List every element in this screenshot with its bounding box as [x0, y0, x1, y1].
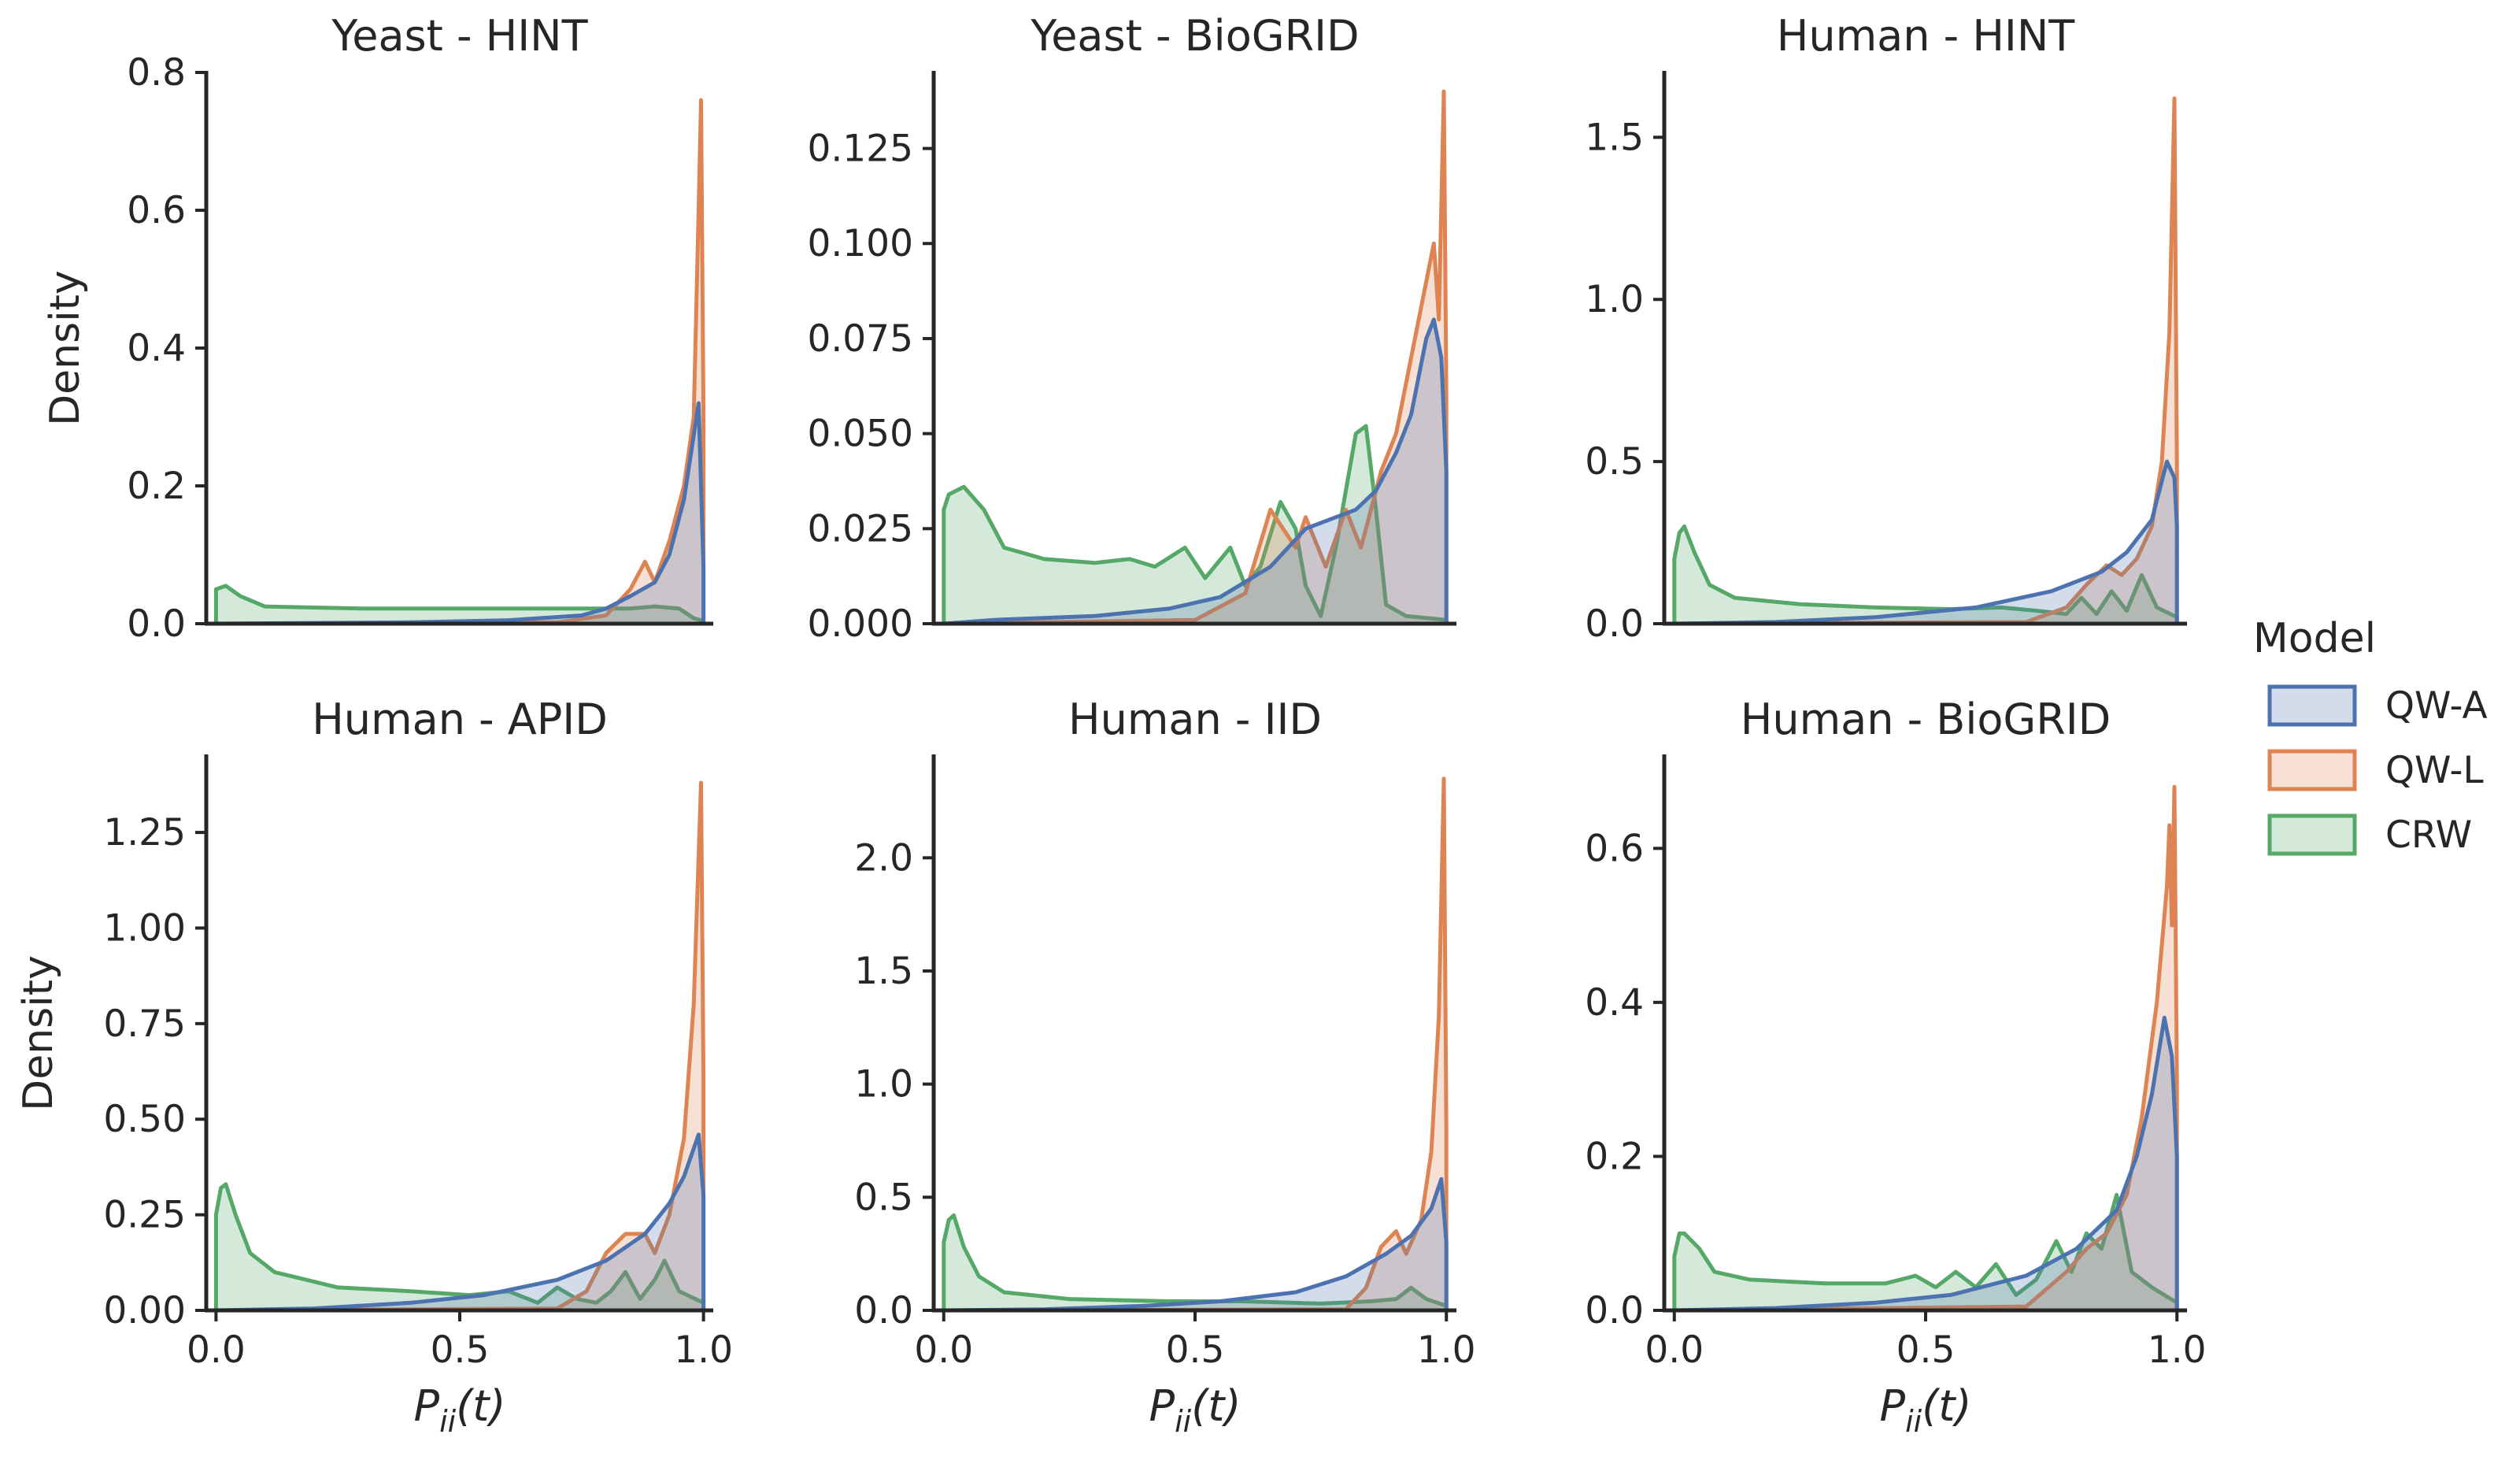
- x-tick-label: 1.0: [1417, 1328, 1476, 1372]
- y-tick-label: 0.025: [807, 507, 913, 550]
- y-tick-label: 0.075: [807, 317, 913, 361]
- area-crw: [216, 1184, 704, 1310]
- x-tick-label: 0.0: [187, 1328, 246, 1372]
- area-qw-l: [943, 91, 1447, 624]
- panel-title: Human - HINT: [1777, 11, 2075, 61]
- y-tick-label: 1.0: [1585, 278, 1644, 321]
- y-tick-label: 1.5: [854, 950, 913, 993]
- y-tick-label: 0.4: [1585, 981, 1644, 1025]
- panel-4: 0.00 0.25 0.50 0.75 1.00 1.25 0.0 0.5 1.0 Human -…: [15, 695, 733, 1439]
- panel-title: Human - IID: [1068, 695, 1322, 744]
- y-tick-label: 0.5: [854, 1176, 913, 1219]
- legend: Model QW-A QW-L CRW: [2253, 615, 2488, 857]
- panel-title: Yeast - BioGRID: [1030, 11, 1359, 61]
- line-qw-a: [1674, 1015, 2179, 1313]
- line-qw-l: [1674, 96, 2179, 626]
- line-crw: [942, 1213, 1449, 1310]
- line-qw-l: [216, 98, 706, 626]
- x-tick-label: 1.0: [674, 1328, 733, 1372]
- panel-title: Yeast - HINT: [331, 11, 588, 61]
- y-tick-label: 0.050: [807, 413, 913, 456]
- area-qw-a: [1674, 461, 2178, 624]
- y-tick-label: 1.00: [103, 906, 186, 950]
- area-crw: [1674, 1195, 2178, 1310]
- y-tick-label: 0.00: [103, 1289, 186, 1332]
- y-tick-label: 0.0: [1585, 1289, 1644, 1332]
- area-qw-a: [216, 403, 704, 624]
- y-tick-label: 0.2: [127, 465, 186, 508]
- panel-6: 0.0 0.2 0.4 0.6 0.0 0.5 1.0 Human - BioGRID Pii(…: [1585, 695, 2206, 1439]
- area-qw-l: [943, 778, 1447, 1310]
- y-tick-label: 0.6: [1585, 827, 1644, 870]
- line-crw: [213, 1182, 706, 1310]
- area-qw-l: [1674, 787, 2178, 1310]
- legend-label-qw-l: QW-L: [2385, 749, 2484, 792]
- x-axis-label: Pii(t): [413, 1381, 505, 1439]
- line-qw-a: [216, 1132, 706, 1313]
- x-tick-label: 0.5: [1166, 1328, 1225, 1372]
- legend-title: Model: [2253, 615, 2376, 662]
- panel-2: 0.000 0.025 0.050 0.075 0.100 0.125 Yeast - Bi…: [807, 11, 1456, 646]
- panel-5: 0.0 0.5 1.0 1.5 2.0 0.0 0.5 1.0 Human - IID Pii(t…: [854, 695, 1475, 1439]
- x-tick-label: 0.0: [1645, 1328, 1704, 1372]
- panel-1: 0.0 0.2 0.4 0.6 0.8 Yeast - HINT Density: [42, 11, 713, 646]
- y-axis-label: Density: [15, 955, 62, 1111]
- area-qw-a: [216, 1134, 704, 1310]
- y-tick-label: 1.0: [854, 1063, 913, 1106]
- line-crw: [1672, 524, 2179, 624]
- line-qw-a: [216, 401, 706, 626]
- line-qw-l: [943, 776, 1449, 1313]
- y-tick-label: 0.0: [127, 602, 186, 646]
- line-qw-l: [216, 780, 706, 1313]
- area-qw-l: [1674, 98, 2178, 624]
- y-tick-label: 0.25: [103, 1194, 186, 1237]
- area-crw: [943, 426, 1447, 624]
- y-tick-label: 0.125: [807, 128, 913, 171]
- legend-swatch-crw: [2267, 813, 2357, 856]
- x-axis-label: Pii(t): [1149, 1381, 1241, 1439]
- y-tick-label: 2.0: [854, 836, 913, 880]
- y-tick-label: 0.0: [1585, 602, 1644, 646]
- area-qw-a: [943, 1179, 1447, 1310]
- x-tick-label: 0.5: [1896, 1328, 1956, 1372]
- line-crw: [942, 424, 1449, 624]
- legend-swatch-qw-l: [2267, 749, 2357, 791]
- area-qw-a: [943, 319, 1447, 624]
- panel-3: 0.0 0.5 1.0 1.5 Human - HINT: [1585, 11, 2187, 646]
- legend-swatch-qw-a: [2267, 684, 2357, 727]
- y-tick-label: 0.6: [127, 189, 186, 232]
- y-tick-label: 0.8: [127, 51, 186, 94]
- y-tick-label: 0.2: [1585, 1135, 1644, 1178]
- y-axis-label: Density: [42, 270, 89, 426]
- y-tick-label: 0.5: [1585, 440, 1644, 484]
- x-tick-label: 0.0: [914, 1328, 973, 1372]
- x-tick-label: 1.0: [2148, 1328, 2207, 1372]
- y-tick-label: 0.000: [807, 602, 913, 646]
- panel-title: Human - BioGRID: [1741, 695, 2111, 744]
- area-crw: [1674, 526, 2178, 624]
- line-qw-l: [943, 89, 1449, 626]
- panel-title: Human - APID: [312, 695, 608, 744]
- y-tick-label: 0.0: [854, 1289, 913, 1332]
- y-tick-label: 1.25: [103, 811, 186, 854]
- legend-label-crw: CRW: [2385, 813, 2472, 857]
- x-tick-label: 0.5: [431, 1328, 490, 1372]
- y-tick-label: 0.100: [807, 222, 913, 265]
- y-tick-label: 1.5: [1585, 116, 1644, 159]
- area-qw-a: [1674, 1017, 2178, 1310]
- area-qw-l: [216, 783, 704, 1310]
- y-tick-label: 0.4: [127, 327, 186, 370]
- line-qw-l: [1674, 784, 2179, 1313]
- y-tick-label: 0.75: [103, 1002, 186, 1046]
- line-qw-a: [943, 1177, 1449, 1313]
- x-axis-label: Pii(t): [1879, 1381, 1971, 1439]
- legend-label-qw-a: QW-A: [2385, 684, 2488, 728]
- y-tick-label: 0.50: [103, 1098, 186, 1141]
- line-qw-a: [943, 317, 1449, 626]
- line-qw-a: [1674, 459, 2179, 626]
- line-crw: [213, 584, 706, 624]
- area-qw-l: [216, 100, 704, 624]
